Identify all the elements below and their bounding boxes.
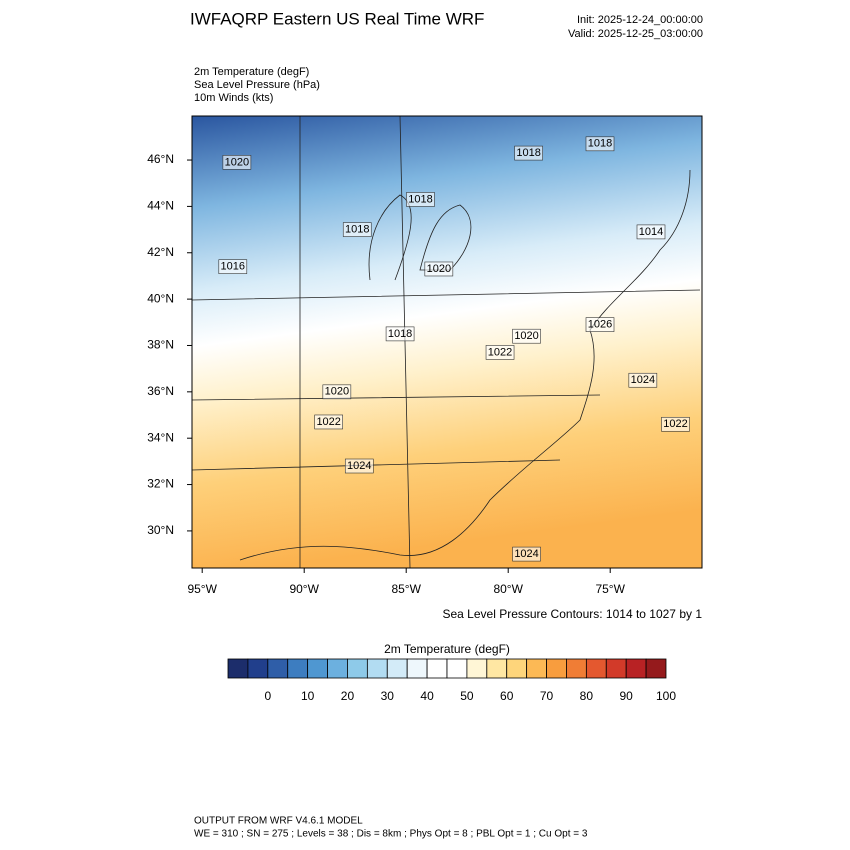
colorbar-tick-label: 10	[301, 689, 315, 703]
x-tick-label: 85°W	[391, 582, 421, 596]
y-tick-label: 34°N	[147, 430, 174, 444]
colorbar-tick-label: 20	[341, 689, 355, 703]
footer-line: WE = 310 ; SN = 275 ; Levels = 38 ; Dis …	[194, 829, 588, 840]
contour-label: 1024	[631, 374, 655, 386]
y-tick-label: 30°N	[147, 523, 174, 537]
contour-label: 1018	[588, 138, 612, 150]
contour-label: 1018	[388, 328, 412, 340]
contour-label-box	[585, 317, 615, 332]
contour-label-box	[585, 136, 615, 152]
colorbar-box	[585, 658, 607, 679]
x-tick-label: 80°W	[493, 582, 523, 596]
colorbar-tick-label: 100	[656, 689, 676, 703]
contour-label-box	[314, 414, 343, 430]
contour-label-box	[222, 155, 252, 170]
contour-label-box	[514, 145, 543, 161]
colorbar-box	[267, 658, 289, 679]
contour-label: 1018	[408, 193, 432, 205]
colorbar-title: 2m Temperature (degF)	[384, 642, 510, 656]
colorbar-tick-label: 80	[580, 689, 594, 703]
contour-label: 1020	[514, 330, 538, 342]
contour-label: 1022	[663, 418, 687, 430]
contour-label: 1020	[225, 156, 249, 168]
contour-label-box	[424, 261, 454, 277]
colorbar-box	[446, 658, 468, 679]
colorbar-box	[386, 658, 408, 679]
contour-label-box	[344, 458, 374, 474]
contour-label-box	[512, 328, 541, 344]
y-tick-label: 44°N	[147, 199, 174, 213]
map-frame	[191, 115, 703, 569]
colorbar-box	[247, 658, 269, 679]
field-label: 10m Winds (kts)	[194, 92, 273, 104]
colorbar-box	[506, 658, 528, 679]
colorbar-box	[307, 658, 328, 679]
contour-label-box	[661, 416, 690, 432]
contour-label: 1026	[588, 319, 612, 331]
colorbar-tick-label: 30	[381, 689, 395, 703]
contour-label: 1024	[347, 460, 371, 472]
map-lines	[191, 115, 701, 569]
colorbar-box	[466, 658, 488, 679]
colorbar-box	[287, 658, 309, 679]
contour-label: 1018	[345, 223, 369, 235]
colorbar-box	[486, 658, 508, 679]
colorbar-box	[526, 658, 547, 679]
contour-label-box	[342, 222, 372, 237]
colorbar-box	[426, 658, 448, 679]
y-tick-label: 32°N	[147, 477, 174, 491]
footer-line: OUTPUT FROM WRF V4.6.1 MODEL	[194, 816, 363, 827]
colorbar-tick-label: 50	[460, 689, 474, 703]
colorbar-box	[347, 658, 368, 679]
contour-label-box	[628, 372, 658, 388]
contour-label: 1024	[514, 548, 538, 560]
contour-label: 1018	[516, 147, 540, 159]
y-tick-label: 40°N	[147, 291, 174, 305]
x-tick-label: 75°W	[595, 582, 625, 596]
init-time: Init: 2025-12-24_00:00:00	[577, 14, 703, 26]
y-tick-label: 42°N	[147, 245, 174, 259]
y-tick-label: 46°N	[147, 152, 174, 166]
x-tick-label: 90°W	[289, 582, 319, 596]
y-tick-label: 38°N	[147, 338, 174, 352]
contour-label-box	[406, 192, 435, 207]
valid-time: Valid: 2025-12-25_03:00:00	[568, 28, 703, 40]
title: IWFAQRP Eastern US Real Time WRF	[190, 9, 484, 28]
x-tick-label: 95°W	[187, 582, 217, 596]
colorbar-box	[566, 658, 587, 679]
contour-label-box	[636, 224, 666, 240]
colorbar-box	[227, 658, 249, 679]
colorbar-tick-label: 90	[620, 689, 634, 703]
temperature-field	[192, 116, 702, 568]
contour-label-box	[218, 259, 248, 274]
contour-label: 1022	[488, 346, 512, 358]
colorbar-box	[625, 658, 647, 679]
field-label: Sea Level Pressure (hPa)	[194, 79, 320, 91]
contour-label-box	[485, 345, 515, 360]
colorbar-tick-label: 70	[540, 689, 554, 703]
colorbar-tick-label: 40	[420, 689, 434, 703]
colorbar-box	[605, 658, 627, 679]
contour-caption: Sea Level Pressure Contours: 1014 to 102…	[443, 607, 703, 621]
field-label: 2m Temperature (degF)	[194, 66, 309, 78]
colorbar-box	[406, 658, 428, 679]
contour-label: 1020	[325, 386, 349, 398]
colorbar-box	[366, 658, 388, 679]
colorbar-tick-label: 60	[500, 689, 514, 703]
colorbar-box	[645, 658, 667, 679]
colorbar-box	[327, 658, 348, 679]
colorbar-box	[546, 658, 567, 679]
contour-label: 1022	[316, 416, 340, 428]
colorbar-tick-label: 0	[264, 689, 271, 703]
y-tick-label: 36°N	[147, 384, 174, 398]
contour-label-box	[385, 326, 415, 342]
contour-label: 1016	[221, 261, 245, 273]
contour-label: 1020	[427, 263, 451, 275]
contour-label-box	[512, 546, 541, 562]
contour-label-box	[322, 384, 352, 400]
contour-label: 1014	[639, 226, 663, 238]
